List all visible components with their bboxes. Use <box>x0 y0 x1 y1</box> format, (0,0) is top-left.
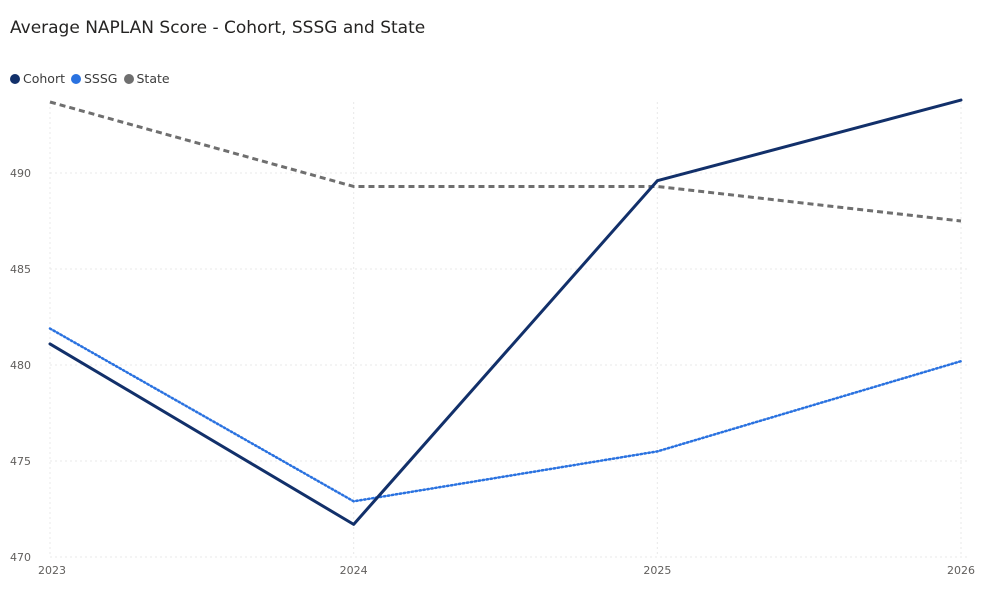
y-tick-label: 490 <box>10 167 31 180</box>
x-tick-label: 2024 <box>340 564 368 577</box>
legend-marker-cohort <box>10 73 20 84</box>
y-tick-label: 480 <box>10 359 31 372</box>
legend-item-state[interactable]: State <box>123 71 170 86</box>
x-tick-label: 2023 <box>38 564 66 577</box>
chart-title: Average NAPLAN Score - Cohort, SSSG and … <box>10 18 426 38</box>
x-tick-label: 2026 <box>947 564 975 577</box>
y-axis: 470 475 480 485 490 <box>10 167 31 564</box>
legend-label-cohort: Cohort <box>23 71 65 86</box>
gridlines <box>49 102 969 558</box>
y-tick-label: 475 <box>10 455 31 468</box>
series-lines <box>48 98 963 526</box>
series-line-cohort[interactable] <box>48 98 963 526</box>
legend-marker-state <box>123 73 134 84</box>
legend-item-sssg[interactable]: SSSG <box>71 71 118 86</box>
y-tick-label: 470 <box>10 551 31 564</box>
series-line-state[interactable] <box>49 100 962 223</box>
legend-item-cohort[interactable]: Cohort <box>10 71 65 86</box>
legend-label-state: State <box>136 71 170 86</box>
y-tick-label: 485 <box>10 263 31 276</box>
legend-label-sssg: SSSG <box>84 71 118 86</box>
series-line-sssg[interactable] <box>48 327 963 503</box>
x-axis: 2023 2024 2025 2026 <box>38 564 975 577</box>
chart-legend: Cohort SSSG State <box>10 71 170 86</box>
legend-marker-sssg <box>71 73 81 84</box>
x-tick-label: 2025 <box>643 564 671 577</box>
